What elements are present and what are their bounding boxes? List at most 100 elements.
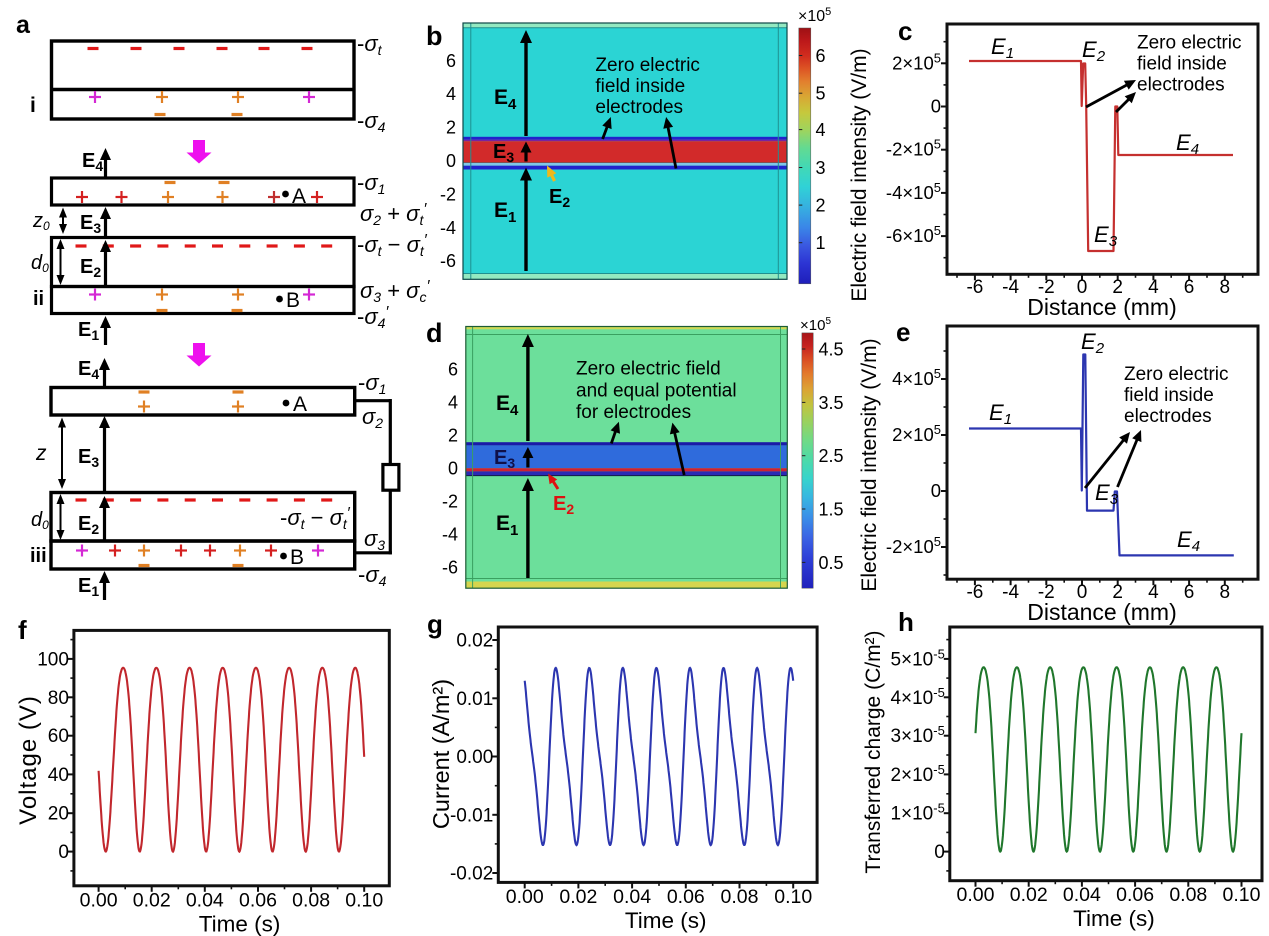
svg-text:2: 2 xyxy=(816,196,826,216)
svg-text:electrodes: electrodes xyxy=(1137,75,1225,96)
svg-text:g: g xyxy=(427,609,443,639)
svg-text:3.5: 3.5 xyxy=(819,393,844,413)
svg-text:-2: -2 xyxy=(1038,277,1055,298)
svg-text:σ2 + σt′: σ2 + σt′ xyxy=(360,201,427,228)
svg-text:6: 6 xyxy=(1184,582,1195,603)
svg-text:20: 20 xyxy=(48,804,69,825)
svg-text:2×10-5: 2×10-5 xyxy=(890,762,944,786)
svg-text:field inside: field inside xyxy=(1124,385,1214,406)
svg-text:80: 80 xyxy=(48,688,69,709)
svg-text:0.10: 0.10 xyxy=(1223,884,1261,906)
svg-text:2: 2 xyxy=(446,118,456,138)
svg-text:iii: iii xyxy=(30,545,47,567)
svg-text:-4×105: -4×105 xyxy=(886,180,941,203)
svg-text:0.08: 0.08 xyxy=(292,889,330,911)
svg-text:Time (s): Time (s) xyxy=(625,908,707,933)
svg-text:60: 60 xyxy=(48,726,69,747)
svg-text:d: d xyxy=(426,318,443,348)
svg-text:A: A xyxy=(293,393,307,416)
svg-text:Time (s): Time (s) xyxy=(1073,906,1155,931)
svg-text:6: 6 xyxy=(1184,277,1195,298)
svg-text:Distance (mm): Distance (mm) xyxy=(1027,599,1177,625)
svg-text:1×10-5: 1×10-5 xyxy=(890,801,944,825)
svg-text:d0: d0 xyxy=(31,252,49,275)
svg-text:0.06: 0.06 xyxy=(1116,884,1154,906)
svg-text:Current (A/m²): Current (A/m²) xyxy=(428,679,454,829)
svg-text:z: z xyxy=(35,442,47,465)
svg-text:a: a xyxy=(16,11,31,39)
svg-text:8: 8 xyxy=(1220,277,1231,298)
svg-text:0.00: 0.00 xyxy=(80,889,118,911)
svg-text:e: e xyxy=(896,317,910,347)
svg-text:×105: ×105 xyxy=(798,6,831,25)
svg-text:4×10-5: 4×10-5 xyxy=(890,685,944,709)
svg-text:Distance (mm): Distance (mm) xyxy=(1027,294,1177,320)
svg-text:1: 1 xyxy=(816,233,826,253)
svg-text:electrodes: electrodes xyxy=(595,97,683,118)
svg-text:Time (s): Time (s) xyxy=(199,911,281,936)
svg-text:-4: -4 xyxy=(1002,582,1019,603)
svg-text:0: 0 xyxy=(931,96,941,117)
svg-text:-σt − σt′: -σt − σt′ xyxy=(357,232,428,259)
svg-text:4: 4 xyxy=(1148,277,1159,298)
svg-text:6: 6 xyxy=(446,51,456,71)
svg-text:B: B xyxy=(290,546,304,569)
svg-text:E2: E2 xyxy=(78,513,99,537)
svg-text:0: 0 xyxy=(931,480,941,501)
svg-text:0: 0 xyxy=(1077,277,1088,298)
svg-text:5×10-5: 5×10-5 xyxy=(890,646,944,670)
svg-text:3×10-5: 3×10-5 xyxy=(890,723,944,747)
svg-text:-6: -6 xyxy=(442,558,458,578)
svg-text:0.02: 0.02 xyxy=(1010,884,1048,906)
svg-text:i: i xyxy=(30,94,36,117)
svg-text:σ3: σ3 xyxy=(364,526,385,553)
svg-text:100: 100 xyxy=(37,649,69,670)
svg-text:-4: -4 xyxy=(1002,277,1019,298)
svg-text:d0: d0 xyxy=(31,509,49,532)
svg-text:A: A xyxy=(292,185,306,208)
svg-text:-2: -2 xyxy=(1038,582,1055,603)
svg-text:4×105: 4×105 xyxy=(892,366,941,389)
svg-text:-4: -4 xyxy=(440,218,456,238)
svg-text:-6: -6 xyxy=(966,277,983,298)
svg-text:2×105: 2×105 xyxy=(892,422,941,445)
svg-text:Electric field intensity (V/m): Electric field intensity (V/m) xyxy=(858,338,881,591)
svg-text:0: 0 xyxy=(934,842,945,863)
svg-text:c: c xyxy=(898,16,912,46)
svg-text:0.00: 0.00 xyxy=(506,886,544,908)
svg-text:4: 4 xyxy=(448,393,458,413)
svg-text:Zero electric field: Zero electric field xyxy=(576,359,721,380)
svg-text:field inside: field inside xyxy=(1137,54,1227,75)
svg-text:E4: E4 xyxy=(78,358,99,382)
svg-text:0.04: 0.04 xyxy=(1063,884,1101,906)
svg-text:0.06: 0.06 xyxy=(239,889,277,911)
svg-text:E2: E2 xyxy=(80,256,101,280)
svg-text:Transferred charge (C/m²): Transferred charge (C/m²) xyxy=(862,630,885,873)
svg-text:5: 5 xyxy=(816,84,826,104)
svg-text:-σ1: -σ1 xyxy=(358,370,386,397)
svg-text:E3: E3 xyxy=(80,212,101,236)
svg-text:4: 4 xyxy=(446,84,456,104)
svg-text:Zero electric: Zero electric xyxy=(1137,33,1242,54)
svg-text:-4: -4 xyxy=(442,525,458,545)
svg-text:E1: E1 xyxy=(78,319,99,343)
svg-text:field inside: field inside xyxy=(595,76,685,97)
svg-text:Zero electric: Zero electric xyxy=(1124,364,1229,385)
svg-text:0.04: 0.04 xyxy=(613,886,651,908)
svg-text:-σt: -σt xyxy=(357,31,383,58)
svg-text:8: 8 xyxy=(1220,582,1231,603)
svg-text:-σ4: -σ4 xyxy=(357,108,386,135)
svg-text:0.02: 0.02 xyxy=(456,631,493,652)
svg-text:E3: E3 xyxy=(78,446,99,470)
svg-text:and equal potential: and equal potential xyxy=(576,380,737,401)
svg-text:0: 0 xyxy=(1077,582,1088,603)
svg-text:σ3 + σc′: σ3 + σc′ xyxy=(360,278,430,305)
svg-text:3: 3 xyxy=(816,158,826,178)
svg-text:40: 40 xyxy=(48,765,69,786)
svg-text:E4: E4 xyxy=(82,150,103,174)
svg-text:-σ4′: -σ4′ xyxy=(357,304,389,331)
svg-text:0: 0 xyxy=(448,459,458,479)
svg-text:-2: -2 xyxy=(440,184,456,204)
svg-text:-2×105: -2×105 xyxy=(886,534,941,557)
svg-text:-0.02: -0.02 xyxy=(450,864,493,885)
